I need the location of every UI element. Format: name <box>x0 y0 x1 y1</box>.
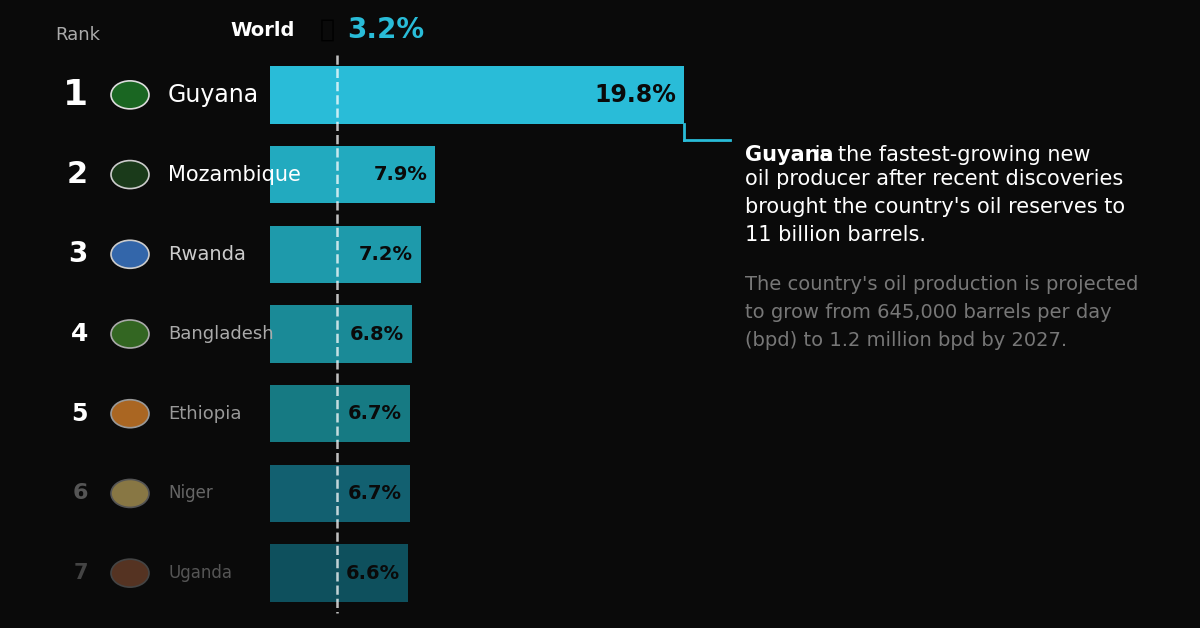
Ellipse shape <box>112 81 149 109</box>
Bar <box>270 385 410 442</box>
Text: World: World <box>230 21 295 40</box>
Bar <box>270 305 413 363</box>
Text: Rwanda: Rwanda <box>168 245 246 264</box>
Bar <box>270 146 436 203</box>
Text: Guyana: Guyana <box>168 83 259 107</box>
Text: Ethiopia: Ethiopia <box>168 404 241 423</box>
Text: Niger: Niger <box>168 484 212 502</box>
Ellipse shape <box>112 559 149 587</box>
Text: Rank: Rank <box>55 26 100 44</box>
Text: 3.2%: 3.2% <box>347 16 424 44</box>
Ellipse shape <box>112 320 149 348</box>
Ellipse shape <box>112 479 149 507</box>
Bar <box>270 66 684 124</box>
Text: Mozambique: Mozambique <box>168 165 301 185</box>
Ellipse shape <box>112 161 149 188</box>
Text: 19.8%: 19.8% <box>594 83 677 107</box>
Bar <box>270 465 410 522</box>
Text: 6.7%: 6.7% <box>348 404 402 423</box>
Bar <box>270 225 421 283</box>
Text: 1: 1 <box>62 78 88 112</box>
Bar <box>270 544 408 602</box>
Text: Uganda: Uganda <box>168 564 232 582</box>
Text: 7: 7 <box>73 563 88 583</box>
Ellipse shape <box>112 399 149 428</box>
Text: 7.2%: 7.2% <box>359 245 413 264</box>
Text: oil producer after recent discoveries
brought the country's oil reserves to
11 b: oil producer after recent discoveries br… <box>745 169 1126 245</box>
Text: 6.6%: 6.6% <box>346 564 400 583</box>
Text: Guyana: Guyana <box>745 144 834 165</box>
Text: 2: 2 <box>67 160 88 189</box>
Ellipse shape <box>112 241 149 268</box>
Text: 7.9%: 7.9% <box>373 165 427 184</box>
Text: 6.8%: 6.8% <box>350 325 404 344</box>
Text: Bangladesh: Bangladesh <box>168 325 274 343</box>
Text: 🌐: 🌐 <box>319 18 335 42</box>
Text: is the fastest-growing new: is the fastest-growing new <box>808 144 1091 165</box>
Text: 6.7%: 6.7% <box>348 484 402 503</box>
Text: 4: 4 <box>71 322 88 346</box>
Text: The country's oil production is projected
to grow from 645,000 barrels per day
(: The country's oil production is projecte… <box>745 274 1139 350</box>
Text: 5: 5 <box>72 402 88 426</box>
Text: 3: 3 <box>68 241 88 268</box>
Text: 6: 6 <box>72 484 88 504</box>
